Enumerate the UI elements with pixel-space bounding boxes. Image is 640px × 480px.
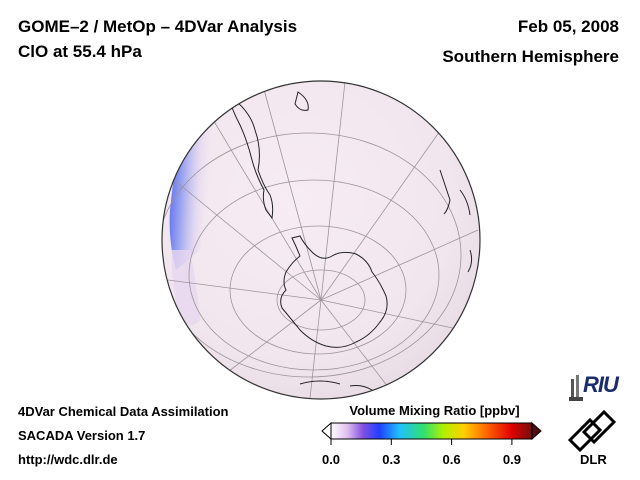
globe-disk — [162, 81, 480, 399]
colorbar-tick-label: 0.6 — [442, 452, 461, 467]
date-label: Feb 05, 2008 — [517, 17, 619, 36]
footer-url-link[interactable]: http://wdc.dlr.de — [18, 452, 118, 467]
colorbar-min-arrow — [321, 421, 332, 441]
title-line-2: ClO at 55.4 hPa — [18, 42, 142, 61]
colorbar-tick-label: 0.3 — [382, 452, 401, 467]
footer-line-2: SACADA Version 1.7 — [18, 428, 146, 443]
title-line-1: GOME–2 / MetOp – 4DVar Analysis — [18, 17, 298, 36]
colorbar-tick-label: 0.9 — [502, 452, 521, 467]
footer-line-1: 4DVar Chemical Data Assimilation — [18, 404, 229, 419]
dlr-logo-text: DLR — [580, 452, 607, 467]
colorbar-title: Volume Mixing Ratio [ppbv] — [349, 403, 520, 418]
colorbar-max-arrow — [531, 421, 542, 441]
coastlines — [227, 91, 473, 391]
riu-logo-icon — [569, 375, 583, 401]
dlr-logo-icon — [567, 410, 617, 453]
region-label: Southern Hemisphere — [442, 47, 619, 66]
riu-logo-text: RIU — [583, 372, 619, 397]
colorbar-tick-label: 0.0 — [321, 452, 341, 467]
colorbar-gradient — [330, 422, 533, 440]
graticule — [162, 81, 479, 399]
